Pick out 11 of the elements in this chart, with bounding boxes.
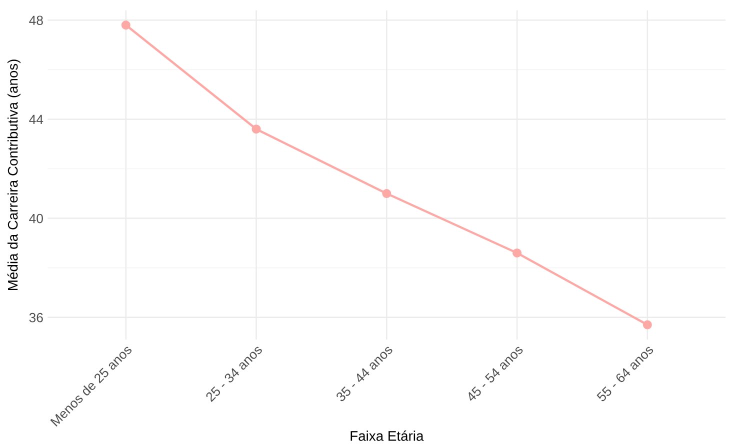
point: [642, 320, 652, 330]
y-tick-label: 48: [29, 16, 43, 26]
y-axis-title: Média da Carreira Contributiva (anos): [7, 60, 20, 290]
point: [121, 20, 130, 30]
point: [382, 189, 392, 198]
y-tick-label: 40: [29, 214, 43, 224]
point: [252, 124, 261, 134]
y-tick-label: 36: [29, 312, 43, 322]
point: [512, 248, 522, 258]
y-tick-label: 44: [29, 114, 44, 124]
x-axis-title: Faixa Etária: [350, 430, 424, 441]
